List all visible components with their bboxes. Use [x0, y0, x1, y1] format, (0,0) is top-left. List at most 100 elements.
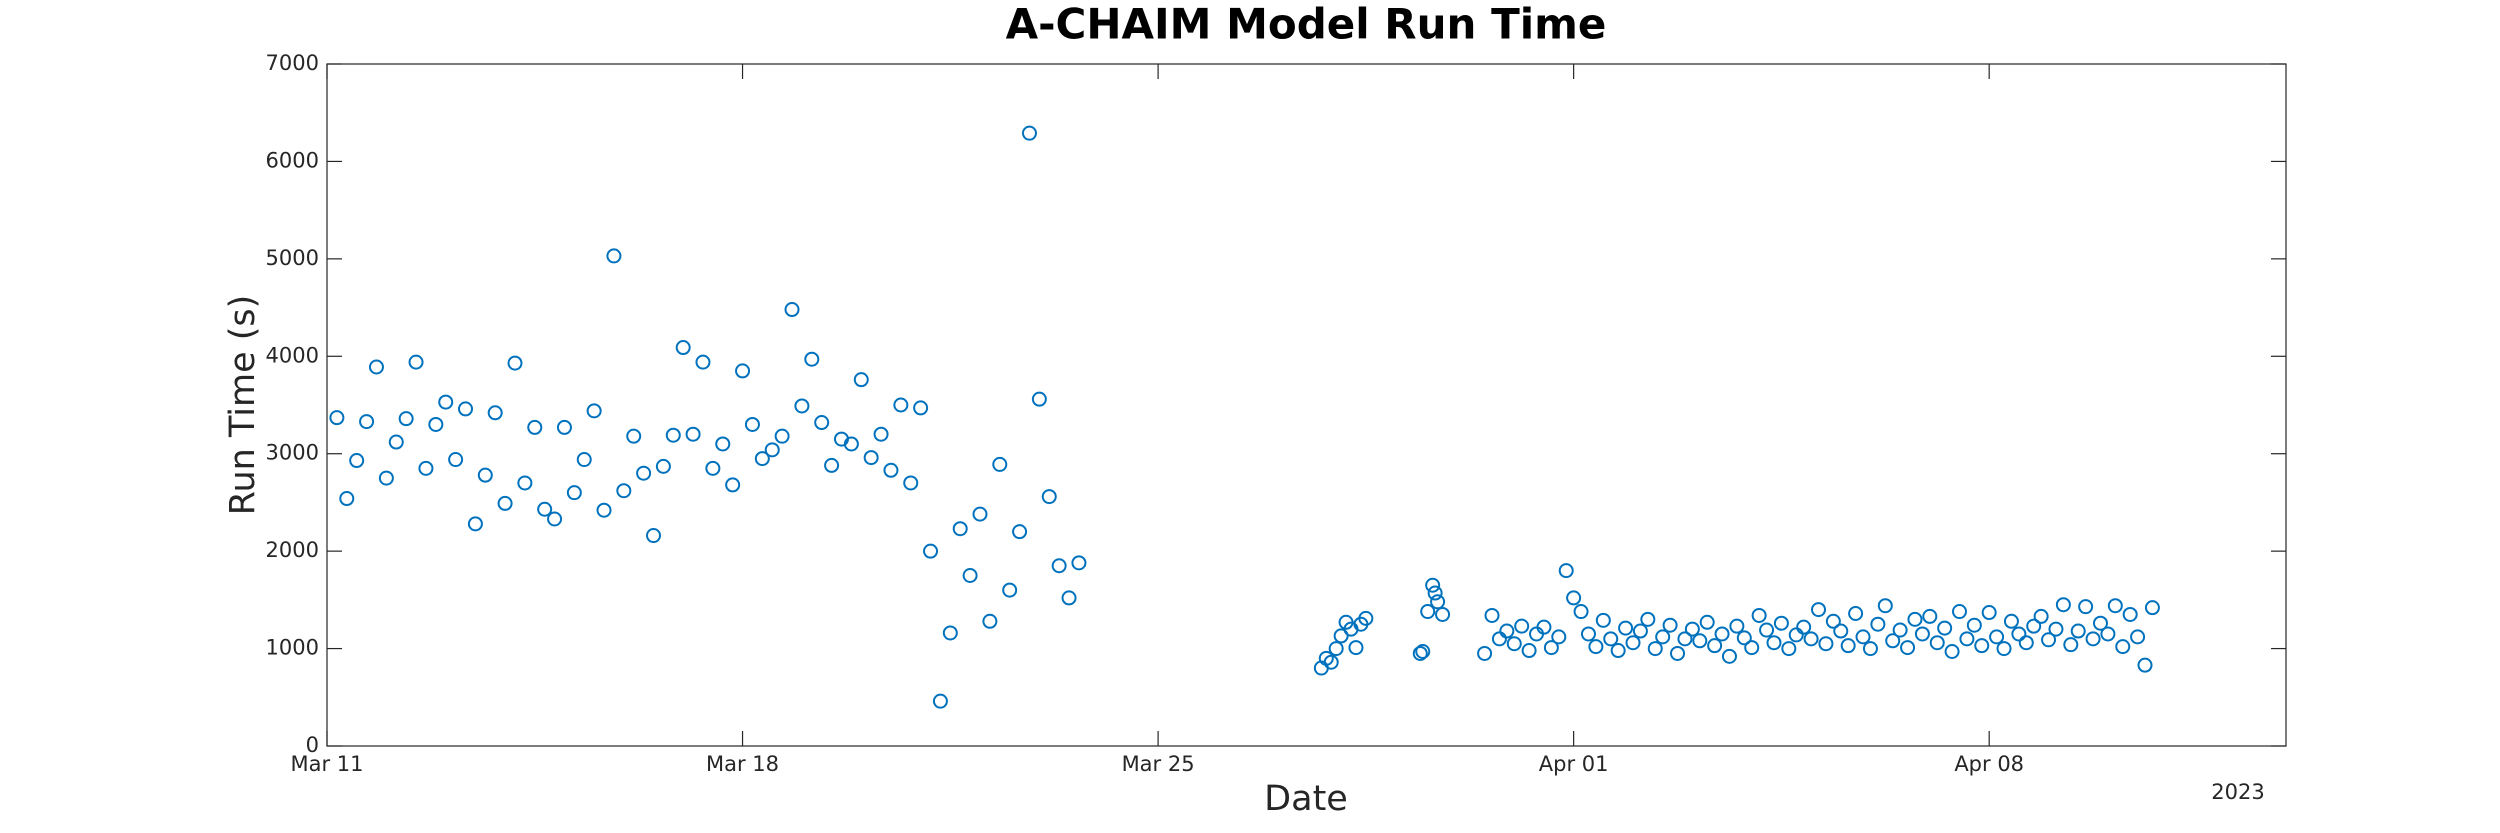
data-point: [477, 467, 493, 483]
data-point: [606, 248, 622, 264]
data-point: [1833, 623, 1849, 639]
data-point: [2130, 629, 2146, 645]
data-point: [527, 419, 543, 435]
data-point: [1677, 631, 1693, 647]
data-point: [735, 363, 751, 379]
data-point: [665, 427, 681, 443]
data-point: [1781, 641, 1797, 657]
data-point: [616, 483, 632, 499]
data-point: [942, 625, 958, 641]
data-point: [1959, 631, 1975, 647]
y-tick-label: 7000: [266, 51, 319, 75]
data-point: [952, 521, 968, 537]
data-point: [339, 491, 355, 507]
data-point: [1021, 125, 1037, 141]
x-tick-label: Mar 11: [290, 752, 363, 776]
data-point: [2092, 615, 2108, 631]
data-point: [843, 436, 859, 452]
data-point: [1328, 641, 1344, 657]
data-point: [675, 340, 691, 356]
chart-title: A-CHAIM Model Run Time: [1006, 0, 1607, 49]
data-point: [1551, 629, 1567, 645]
x-tick-label: Apr 01: [1539, 752, 1609, 776]
data-point: [2144, 600, 2160, 616]
data-point: [1944, 643, 1960, 659]
data-point: [972, 506, 988, 522]
data-point: [1595, 612, 1611, 628]
data-point: [1707, 638, 1723, 654]
data-point: [1558, 563, 1574, 579]
data-point: [1825, 613, 1841, 629]
data-point: [2011, 626, 2027, 642]
data-point: [685, 426, 701, 442]
data-point: [2078, 599, 2094, 615]
data-point: [1580, 626, 1596, 642]
data-point: [1412, 645, 1428, 661]
data-point: [853, 372, 869, 388]
x-axis-label: Date: [1264, 779, 1348, 819]
data-point: [1796, 619, 1812, 635]
data-point: [1521, 643, 1537, 659]
data-point: [1811, 602, 1827, 618]
y-tick-label: 3000: [266, 441, 319, 465]
data-point: [1640, 611, 1656, 627]
data-point: [873, 426, 889, 442]
data-point: [1952, 604, 1967, 620]
data-point: [1610, 643, 1626, 659]
x-tick-label: Mar 18: [706, 752, 779, 776]
y-tick-label: 6000: [266, 148, 319, 172]
data-point: [1041, 489, 1057, 505]
data-point: [1333, 628, 1349, 644]
data-point: [923, 543, 939, 559]
data-point: [2070, 623, 2086, 639]
data-point: [1071, 555, 1087, 571]
data-point: [418, 460, 434, 476]
data-point: [1721, 648, 1737, 664]
data-point: [1714, 626, 1730, 642]
data-point: [2085, 631, 2101, 647]
data-point: [1499, 623, 1515, 639]
data-point: [2115, 639, 2131, 655]
data-point: [1484, 607, 1500, 623]
data-point: [378, 470, 394, 486]
data-point: [913, 400, 929, 416]
data-point: [467, 516, 483, 532]
data-point: [1012, 524, 1028, 540]
data-point: [744, 416, 760, 432]
data-point: [1618, 620, 1634, 636]
y-tick-label: 4000: [266, 343, 319, 367]
data-point: [1031, 391, 1047, 407]
data-point: [646, 528, 661, 544]
y-tick-label: 1000: [266, 636, 319, 660]
data-point: [1427, 585, 1443, 601]
data-point: [1803, 631, 1819, 647]
data-point: [1603, 631, 1619, 647]
data-point: [458, 401, 474, 417]
data-point: [1684, 621, 1700, 637]
data-point: [982, 613, 998, 629]
data-point: [586, 403, 602, 419]
data-point: [754, 451, 770, 467]
data-point: [932, 693, 948, 709]
data-point: [1430, 594, 1446, 610]
data-point: [1662, 617, 1678, 633]
data-point: [1759, 622, 1775, 638]
data-point: [1506, 636, 1522, 652]
data-point: [1729, 618, 1745, 634]
data-point: [1900, 640, 1916, 656]
y-tick-label: 5000: [266, 246, 319, 270]
year-label: 2023: [2211, 780, 2264, 804]
data-point: [1588, 639, 1604, 655]
data-point: [2055, 597, 2071, 613]
data-point: [1885, 633, 1901, 649]
data-point: [1736, 630, 1752, 646]
data-point: [1632, 623, 1648, 639]
data-point: [507, 355, 523, 371]
data-point: [2026, 618, 2042, 634]
data-point: [1966, 617, 1982, 633]
data-point: [537, 501, 553, 517]
data-point: [359, 414, 375, 430]
data-point: [1981, 605, 1997, 621]
data-point: [883, 462, 899, 478]
